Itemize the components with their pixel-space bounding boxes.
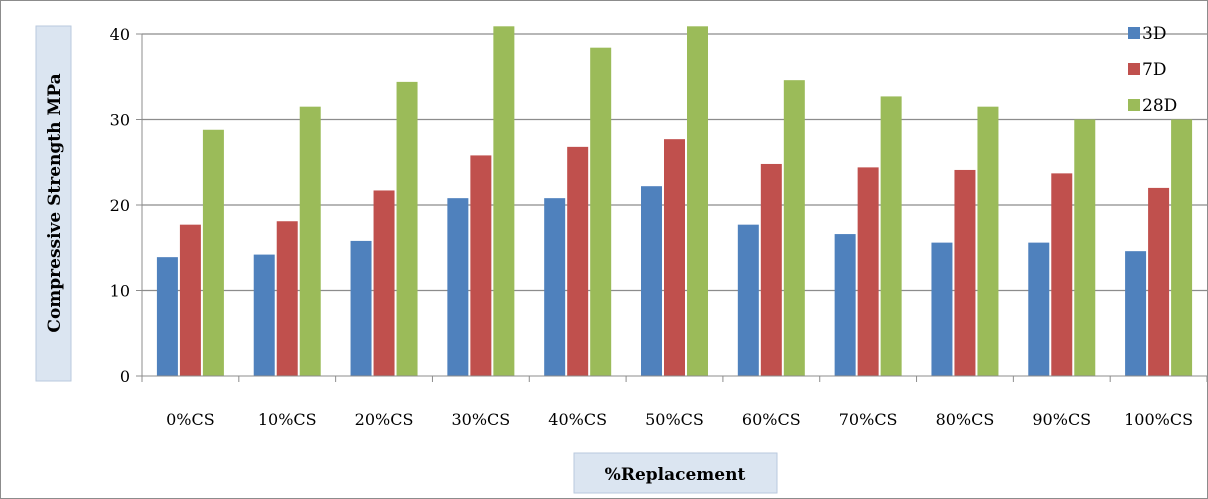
bar-3D-40%CS [544, 198, 566, 376]
bar-28D-60%CS [783, 80, 805, 377]
y-tick-label: 40 [110, 25, 130, 44]
bar-3D-50%CS [641, 186, 662, 376]
bar-7D-30%CS [470, 155, 492, 376]
x-tick-label: 50%CS [645, 410, 704, 429]
legend-label-3D: 3D [1142, 24, 1166, 44]
y-tick-label: 0 [120, 367, 130, 386]
x-tick-label: 70%CS [839, 410, 898, 429]
bar-28D-40%CS [590, 47, 612, 377]
bar-7D-50%CS [664, 139, 685, 376]
x-axis-title-box [573, 452, 778, 494]
bar-28D-20%CS [396, 81, 418, 376]
y-axis-ticks: 0 10 20 30 40 [110, 25, 142, 386]
y-tick-label: 30 [110, 111, 130, 130]
x-tick-label: 80%CS [936, 410, 995, 429]
bar-3D-60%CS [737, 224, 759, 376]
bar-28D-10%CS [299, 106, 321, 377]
legend-swatch-3D [1128, 27, 1140, 39]
bars [156, 26, 1193, 377]
bar-3D-100%CS [1125, 251, 1147, 376]
legend-swatch-7D [1128, 63, 1140, 75]
x-tick-label: 100%CS [1124, 410, 1193, 429]
legend-label-28D: 28D [1142, 96, 1177, 116]
legend: 3D 7D 28D [1128, 24, 1177, 116]
bar-7D-10%CS [276, 221, 298, 376]
bar-28D-70%CS [880, 96, 902, 376]
bar-7D-40%CS [567, 146, 589, 376]
bar-7D-0%CS [179, 224, 201, 376]
x-tick-label: 60%CS [742, 410, 801, 429]
bar-3D-30%CS [447, 198, 469, 376]
y-axis-title: Compressive Strength MPa [45, 73, 65, 332]
y-tick-label: 10 [110, 282, 130, 301]
bar-28D-0%CS [202, 129, 224, 376]
bar-7D-20%CS [373, 190, 395, 376]
bar-7D-100%CS [1148, 187, 1170, 376]
x-tick-label: 10%CS [258, 410, 317, 429]
bar-7D-70%CS [857, 167, 879, 376]
y-tick-label: 20 [110, 196, 130, 215]
legend-label-7D: 7D [1142, 60, 1166, 80]
x-tick-label: 30%CS [451, 410, 510, 429]
x-tick-label: 20%CS [355, 410, 414, 429]
bar-28D-30%CS [493, 26, 515, 377]
bar-7D-90%CS [1051, 173, 1073, 376]
x-tick-label: 40%CS [548, 410, 607, 429]
bar-28D-100%CS [1171, 119, 1193, 376]
bar-3D-90%CS [1028, 242, 1050, 376]
bar-3D-80%CS [931, 242, 953, 376]
x-axis-title: %Replacement [605, 465, 746, 485]
legend-swatch-28D [1128, 99, 1140, 111]
bar-3D-0%CS [156, 257, 178, 376]
bar-28D-50%CS [687, 26, 708, 377]
bar-7D-60%CS [760, 163, 782, 376]
bar-28D-80%CS [977, 106, 999, 377]
bar-3D-10%CS [253, 254, 275, 376]
x-tick-label: 0%CS [166, 410, 215, 429]
y-axis-title-box [35, 25, 72, 382]
bar-3D-70%CS [834, 234, 856, 376]
bar-28D-90%CS [1074, 119, 1096, 376]
bar-7D-80%CS [954, 169, 976, 376]
x-axis-ticks: 0%CS 10%CS 20%CS 30%CS 40%CS 50%CS 60%CS 70%CS 8… [141, 376, 1208, 429]
x-tick-label: 90%CS [1032, 410, 1091, 429]
bar-3D-20%CS [350, 240, 372, 376]
